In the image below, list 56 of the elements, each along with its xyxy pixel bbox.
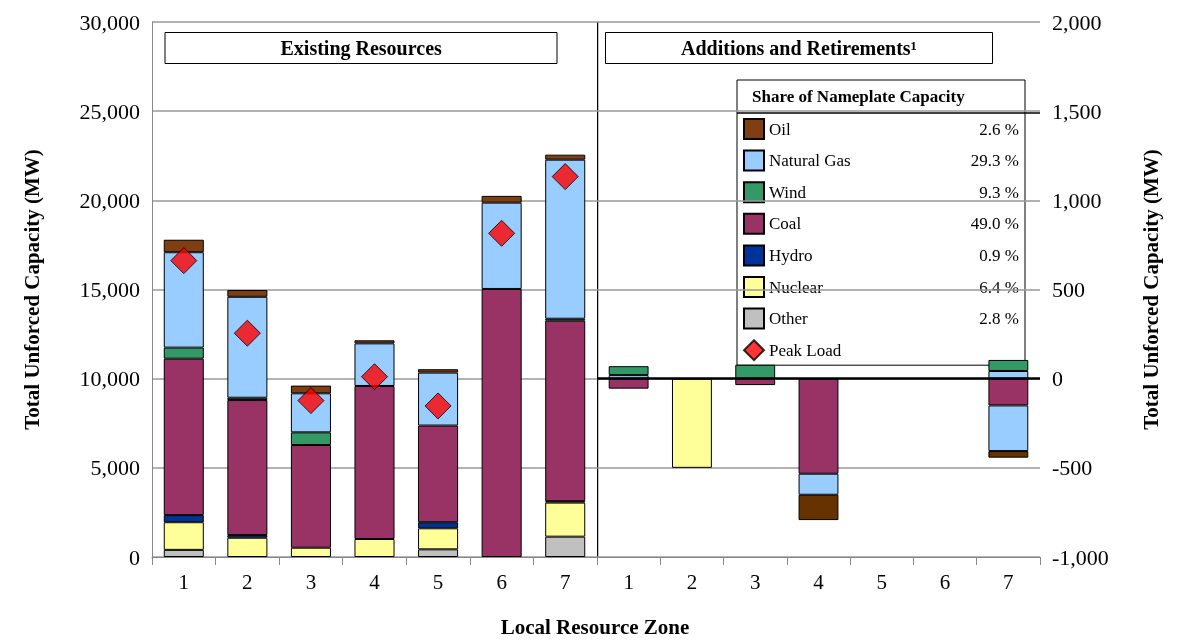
legend-label: Natural Gas <box>769 151 851 171</box>
x-tick-label: 2 <box>242 569 253 594</box>
annotation: 0.9 % <box>979 245 1019 265</box>
point <box>170 247 198 275</box>
bar <box>608 366 649 376</box>
x-tick-label: 3 <box>305 569 317 594</box>
x-tick-label: 1 <box>178 569 190 594</box>
point <box>551 163 579 191</box>
x-axis-title: Local Resource Zone <box>500 614 690 639</box>
bar <box>545 159 586 319</box>
x-tick-label: 5 <box>876 569 888 594</box>
legend-label: Peak Load <box>769 340 842 360</box>
bar <box>227 400 268 536</box>
annotation: 6.4 % <box>979 277 1019 297</box>
y-tick-label: -1,000 <box>1052 544 1109 570</box>
legend-label: Wind <box>769 182 807 202</box>
y-tick-label: 30,000 <box>79 9 140 35</box>
x-tick-label: 4 <box>369 569 381 594</box>
x-tick-label: 7 <box>1003 569 1014 594</box>
legend-label: Other <box>769 309 809 329</box>
annotation: 2.6 % <box>979 119 1019 139</box>
text: Existing Resources <box>280 37 443 60</box>
y-tick-label: 15,000 <box>79 277 140 302</box>
annotation: 49.0 % <box>970 214 1019 234</box>
y-tick-label: 10,000 <box>79 366 140 392</box>
legend-label: Hydro <box>769 245 813 265</box>
x-tick-label: 6 <box>939 569 951 594</box>
y-tick-label: 0 <box>129 544 140 570</box>
x-tick-label: 3 <box>749 569 761 594</box>
y-tick-label: 0 <box>1052 366 1063 392</box>
bar <box>227 537 268 557</box>
x-tick-label: 1 <box>623 569 634 594</box>
y-tick-label: 500 <box>1052 277 1085 302</box>
y-axis-title: Total Unforced Capacity (MW) <box>19 149 44 430</box>
x-tick-label: 4 <box>813 569 825 594</box>
y-axis-title: Total Unforced Capacity (MW) <box>1138 149 1163 430</box>
legend-label: Coal <box>769 214 802 234</box>
legend-title: Share of Nameplate Capacity <box>752 87 966 106</box>
annotation: 2.8 % <box>979 309 1019 329</box>
y-tick-label: 2,000 <box>1052 9 1102 35</box>
y-tick-label: 25,000 <box>79 98 140 124</box>
x-tick-label: 6 <box>496 569 507 594</box>
annotation: 9.3 % <box>979 182 1019 202</box>
annotation: 29.3 % <box>970 151 1019 171</box>
x-tick-label: 5 <box>432 569 444 594</box>
legend-label: Nuclear <box>769 277 824 297</box>
y-tick-label: 20,000 <box>79 187 140 213</box>
y-tick-label: -500 <box>1052 455 1093 481</box>
y-tick-label: 1,000 <box>1052 187 1102 213</box>
x-tick-label: 2 <box>686 569 698 594</box>
y-tick-label: 1,500 <box>1052 98 1102 124</box>
bar <box>545 320 586 502</box>
legend-label: Oil <box>769 119 791 139</box>
x-tick-label: 7 <box>559 569 571 594</box>
text: Additions and Retirements¹ <box>681 37 917 59</box>
y-tick-label: 5,000 <box>90 455 140 481</box>
